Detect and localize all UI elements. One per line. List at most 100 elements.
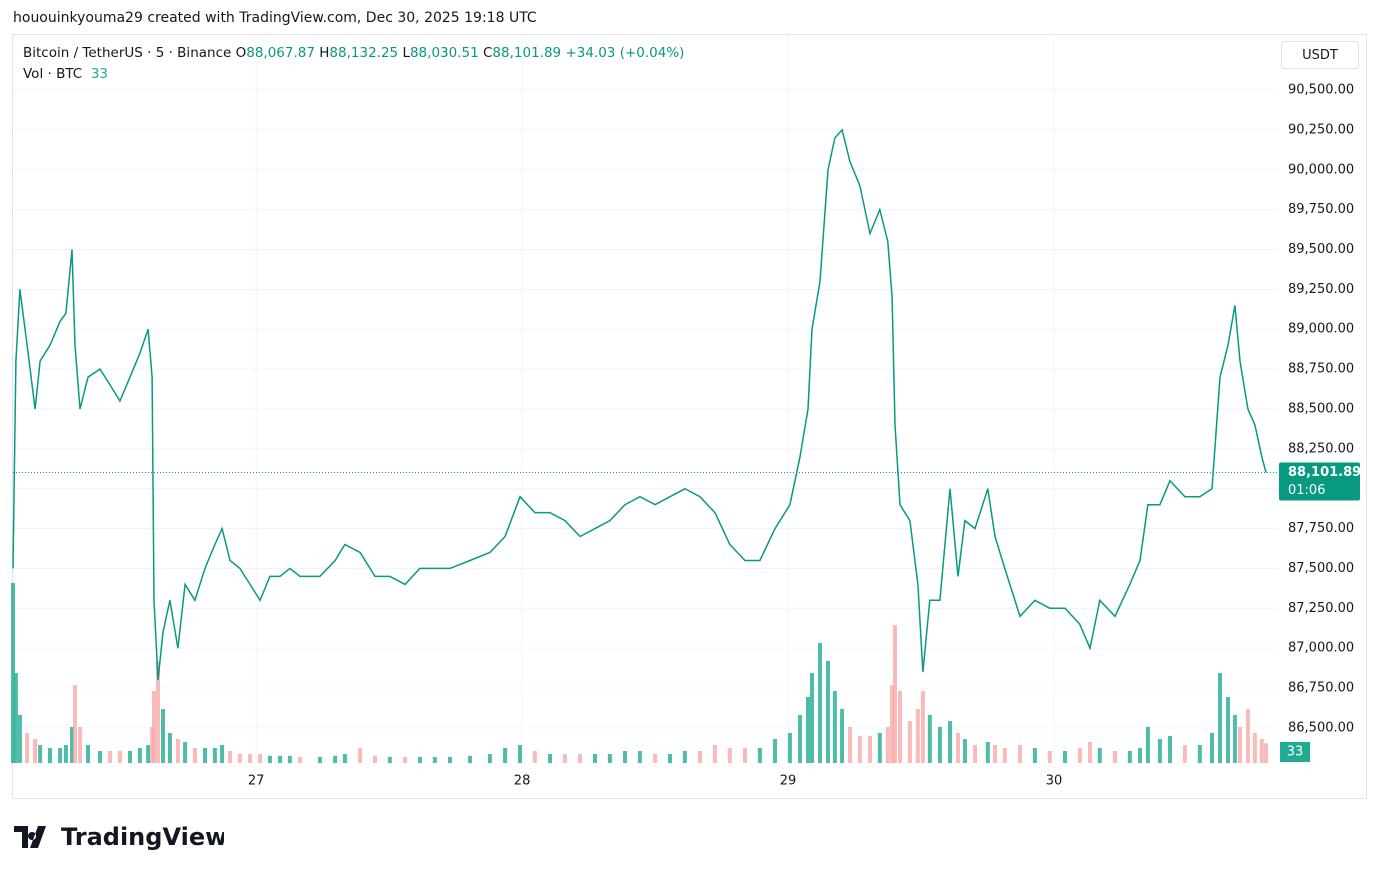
volume-bar [1210, 733, 1215, 763]
ohlc-key: H [319, 45, 330, 61]
volume-bar [117, 751, 122, 763]
volume-value: 33 [90, 66, 108, 82]
volume-bar [992, 745, 997, 763]
volume-bar [1197, 745, 1202, 763]
volume-bar [985, 742, 990, 763]
y-tick-label: 89,250.00 [1288, 282, 1354, 297]
volume-bar [1047, 751, 1052, 763]
volume-bar [403, 757, 408, 763]
y-tick-label: 87,750.00 [1288, 521, 1354, 536]
volume-bar [33, 739, 38, 763]
volume-bar [592, 754, 597, 763]
x-tick-label: 30 [1046, 774, 1063, 789]
volume-bar [97, 751, 102, 763]
ohlc-value: 88,067.87 [246, 45, 315, 61]
volume-bar [898, 691, 903, 763]
volume-bar [387, 757, 392, 763]
volume-bar [848, 727, 853, 763]
volume-bar [278, 755, 283, 763]
volume-bar [183, 742, 188, 763]
volume-tag [1280, 742, 1310, 762]
volume-bar [448, 757, 453, 763]
volume-bar [342, 754, 347, 763]
volume-bar [798, 715, 803, 763]
volume-bar [47, 748, 52, 763]
volume-bar [1182, 745, 1187, 763]
volume-bar [532, 751, 537, 763]
volume-bar [742, 748, 747, 763]
countdown: 01:06 [1288, 483, 1325, 498]
volume-bar [25, 733, 30, 763]
volume-bar [885, 727, 890, 763]
currency-button[interactable]: USDT [1281, 41, 1359, 69]
volume-bar [867, 736, 872, 763]
volume-bar [175, 739, 180, 763]
volume-bar [890, 685, 895, 763]
volume-bar [1127, 751, 1132, 763]
legend: Bitcoin / TetherUS · 5 · Binance O88,067… [23, 45, 684, 61]
volume-bar [1264, 743, 1269, 763]
volume-bar [155, 661, 160, 763]
logo-text: TradingView [61, 823, 224, 851]
volume-bar [832, 691, 837, 763]
volume-bar [1112, 751, 1117, 763]
volume-bar [817, 643, 822, 763]
volume-bar [220, 745, 225, 763]
y-tick-label: 88,500.00 [1288, 401, 1354, 416]
volume-bar [78, 727, 83, 763]
volume-bar [653, 754, 658, 763]
ohlc-value: 88,030.51 [409, 45, 479, 61]
volume-bar [1218, 673, 1223, 763]
volume-bar [578, 754, 583, 763]
y-tick-label: 87,000.00 [1288, 641, 1354, 656]
volume-bar [1002, 748, 1007, 763]
logo-icon [14, 826, 46, 848]
volume-bar [757, 748, 762, 763]
volume-bar [548, 754, 553, 763]
volume-bar [70, 727, 75, 763]
volume-label: Vol · BTC [23, 66, 83, 82]
volume-bar [892, 625, 897, 763]
volume-bar [237, 754, 242, 763]
volume-bar [562, 754, 567, 763]
volume-bar [503, 748, 508, 763]
volume-bar [86, 745, 91, 763]
volume-bar [825, 661, 830, 763]
x-tick-label: 28 [514, 774, 531, 789]
y-tick-label: 88,750.00 [1288, 362, 1354, 377]
volume-bar [108, 751, 113, 763]
volume-bar [948, 721, 953, 763]
volume-bar [212, 748, 217, 763]
y-tick-label: 90,250.00 [1288, 122, 1354, 137]
volume-bar [920, 691, 925, 763]
volume-bar [258, 754, 263, 763]
volume-bar [1087, 742, 1092, 763]
logo: TradingView [14, 823, 224, 851]
volume-bar [907, 721, 912, 763]
volume-bar [637, 751, 642, 763]
volume-bar [63, 745, 68, 763]
volume-bar [1137, 748, 1142, 763]
volume-bar [137, 748, 142, 763]
volume-bar [1062, 751, 1067, 763]
volume-bar [857, 736, 862, 763]
volume-bar [915, 709, 920, 763]
volume-bar [773, 739, 778, 763]
volume-bar [267, 755, 272, 763]
volume-bar [467, 755, 472, 763]
x-tick-label: 27 [248, 774, 265, 789]
y-tick-label: 86,500.00 [1288, 720, 1354, 735]
volume-bar [1168, 736, 1173, 763]
y-tick-label: 89,500.00 [1288, 242, 1354, 257]
price-tag-label: 88,101.89 [1288, 465, 1361, 480]
volume-bar [228, 751, 233, 763]
change: +34.03 (+0.04%) [565, 45, 685, 61]
volume-bar [727, 748, 732, 763]
volume-bar [956, 733, 961, 763]
volume-bar [58, 748, 63, 763]
volume-bar [1225, 697, 1230, 763]
volume-bar [667, 754, 672, 763]
ohlc-key: C [482, 45, 493, 61]
volume-bar [287, 755, 292, 763]
